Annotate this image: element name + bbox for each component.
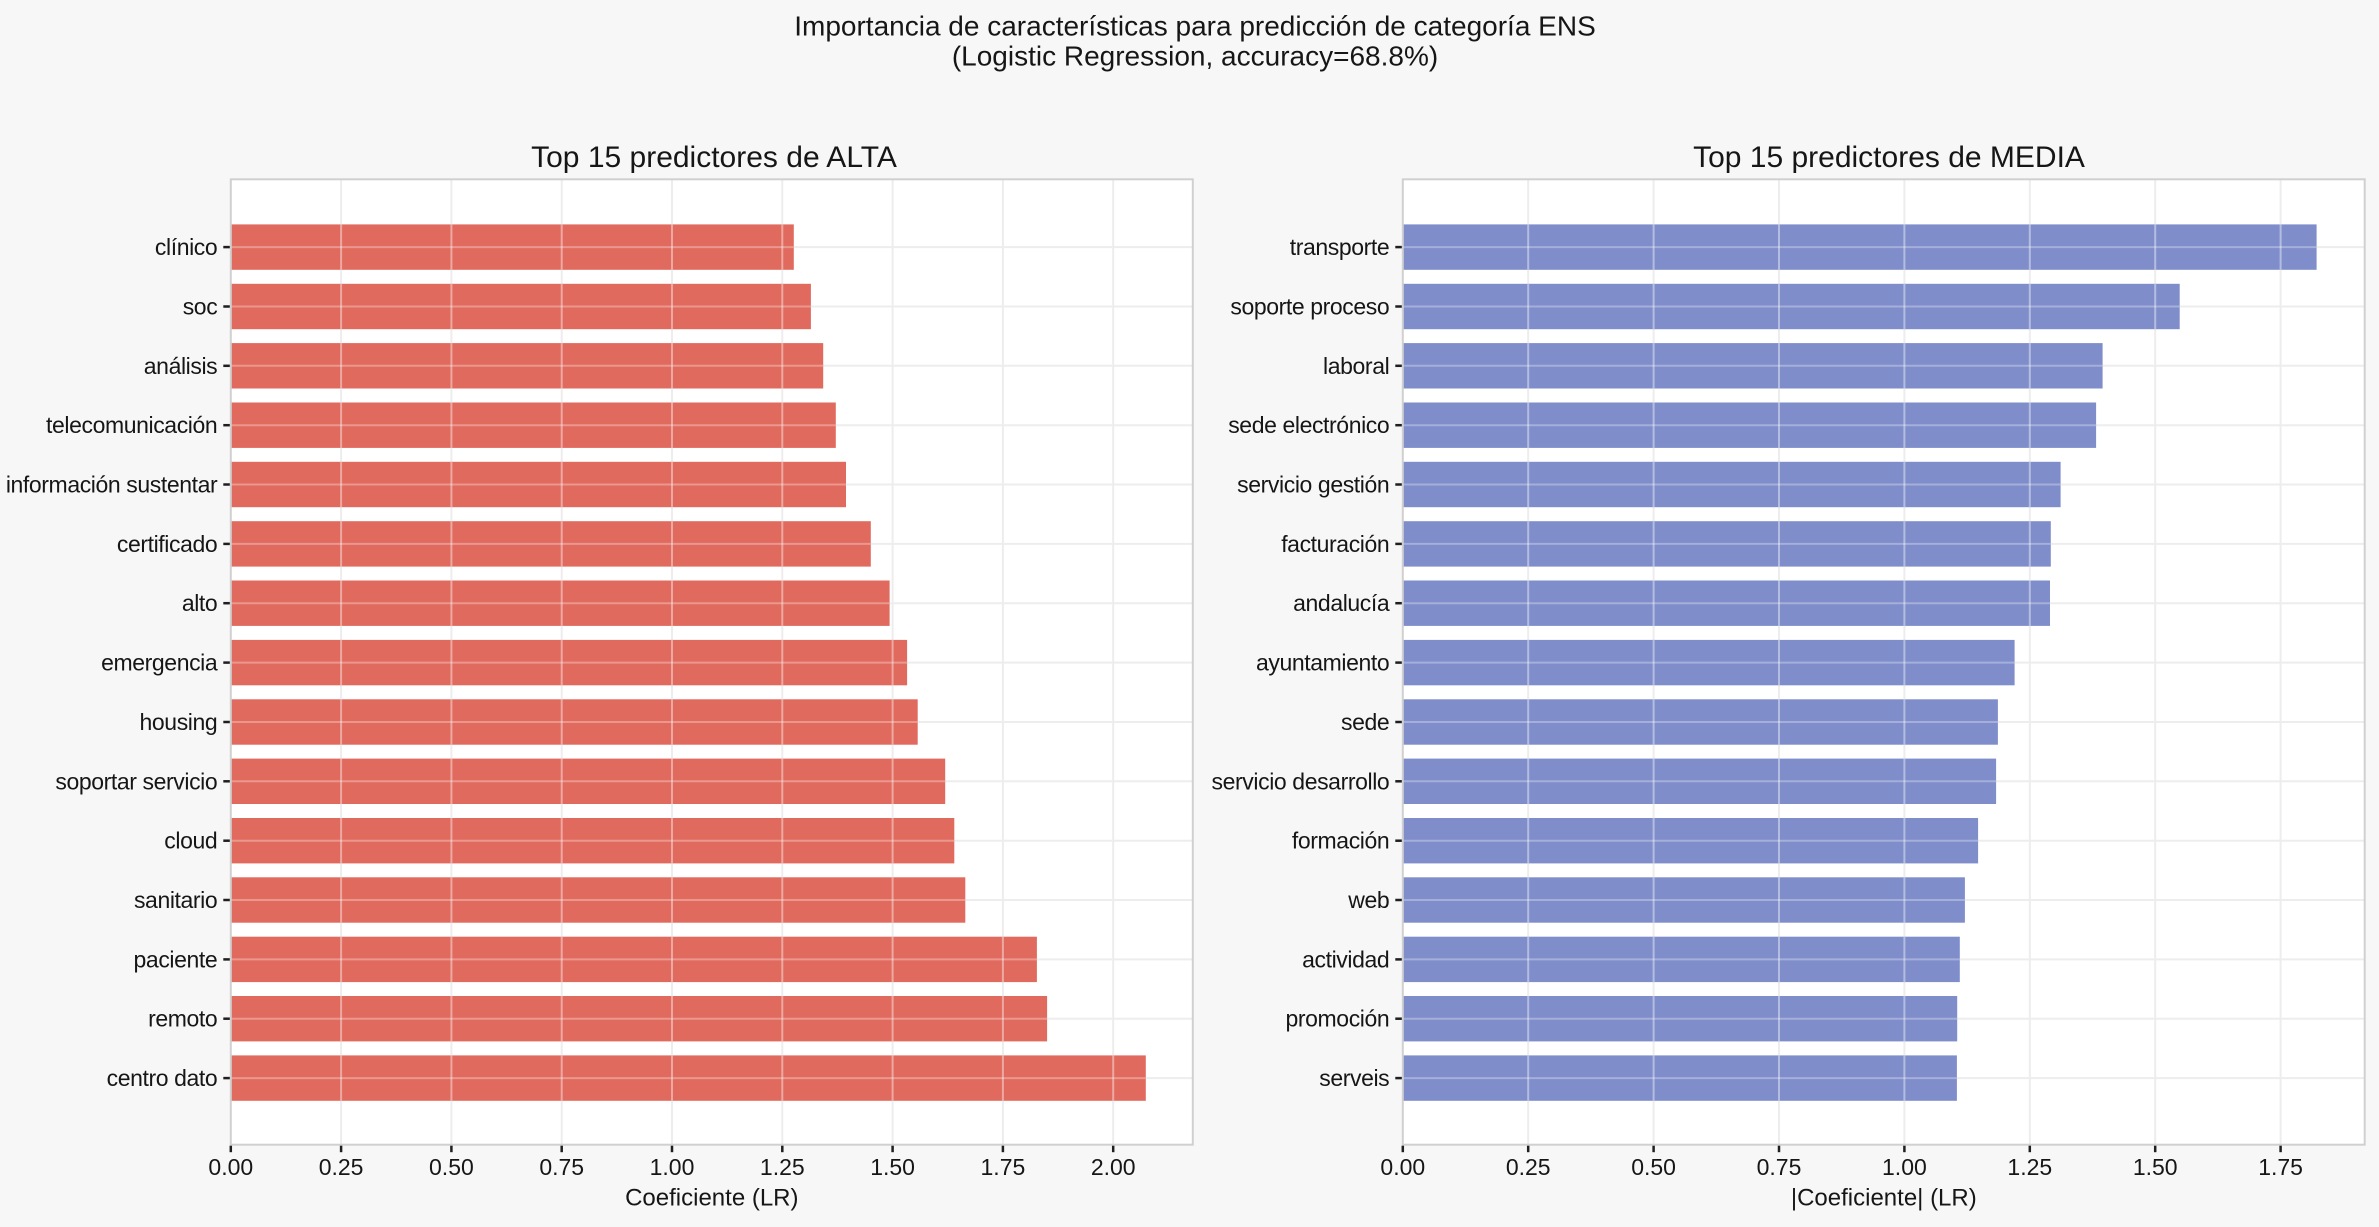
svg-text:paciente: paciente bbox=[134, 946, 218, 972]
svg-text:alto: alto bbox=[182, 590, 217, 616]
svg-text:telecomunicación: telecomunicación bbox=[46, 412, 217, 438]
svg-text:Top 15 predictores de ALTA: Top 15 predictores de ALTA bbox=[531, 141, 897, 174]
svg-text:0.75: 0.75 bbox=[539, 1154, 584, 1180]
svg-text:centro dato: centro dato bbox=[107, 1065, 218, 1091]
svg-text:laboral: laboral bbox=[1323, 353, 1389, 379]
svg-text:Top 15 predictores de MEDIA: Top 15 predictores de MEDIA bbox=[1693, 141, 2085, 174]
svg-text:1.00: 1.00 bbox=[650, 1154, 695, 1180]
svg-text:clínico: clínico bbox=[155, 234, 217, 260]
svg-text:sede: sede bbox=[1341, 709, 1389, 735]
svg-text:0.75: 0.75 bbox=[1757, 1154, 1802, 1180]
svg-text:certificado: certificado bbox=[117, 531, 217, 557]
svg-text:1.25: 1.25 bbox=[2007, 1154, 2052, 1180]
svg-text:formación: formación bbox=[1292, 828, 1389, 854]
svg-text:Importancia de características: Importancia de características para pred… bbox=[794, 10, 1596, 41]
svg-text:(Logistic Regression, accuracy: (Logistic Regression, accuracy=68.8%) bbox=[952, 40, 1438, 71]
svg-text:2.00: 2.00 bbox=[1091, 1154, 1136, 1180]
svg-text:soporte proceso: soporte proceso bbox=[1230, 294, 1389, 320]
svg-text:1.50: 1.50 bbox=[870, 1154, 915, 1180]
svg-text:0.25: 0.25 bbox=[319, 1154, 364, 1180]
svg-text:transporte: transporte bbox=[1290, 234, 1390, 260]
svg-text:0.00: 0.00 bbox=[208, 1154, 253, 1180]
svg-text:andalucía: andalucía bbox=[1293, 590, 1390, 616]
svg-text:promoción: promoción bbox=[1286, 1006, 1390, 1032]
svg-text:soportar servicio: soportar servicio bbox=[55, 768, 217, 794]
svg-text:0.50: 0.50 bbox=[1631, 1154, 1676, 1180]
svg-text:facturación: facturación bbox=[1281, 531, 1389, 557]
svg-text:información sustentar: información sustentar bbox=[6, 472, 218, 498]
svg-text:|Coeficiente| (LR): |Coeficiente| (LR) bbox=[1791, 1185, 1977, 1212]
svg-text:1.00: 1.00 bbox=[1882, 1154, 1927, 1180]
svg-text:servicio desarrollo: servicio desarrollo bbox=[1212, 768, 1390, 794]
svg-text:remoto: remoto bbox=[148, 1006, 217, 1032]
svg-text:cloud: cloud bbox=[164, 828, 217, 854]
svg-text:sanitario: sanitario bbox=[134, 887, 217, 913]
svg-text:1.50: 1.50 bbox=[2133, 1154, 2178, 1180]
svg-text:análisis: análisis bbox=[144, 353, 218, 379]
svg-text:emergencia: emergencia bbox=[101, 650, 218, 676]
svg-text:actividad: actividad bbox=[1302, 946, 1389, 972]
svg-text:serveis: serveis bbox=[1319, 1065, 1389, 1091]
svg-text:0.25: 0.25 bbox=[1506, 1154, 1551, 1180]
svg-text:housing: housing bbox=[140, 709, 218, 735]
svg-text:Coeficiente (LR): Coeficiente (LR) bbox=[625, 1185, 798, 1212]
svg-text:0.50: 0.50 bbox=[429, 1154, 474, 1180]
svg-text:web: web bbox=[1347, 887, 1389, 913]
svg-text:1.75: 1.75 bbox=[2258, 1154, 2303, 1180]
svg-text:1.25: 1.25 bbox=[760, 1154, 805, 1180]
svg-text:ayuntamiento: ayuntamiento bbox=[1256, 650, 1389, 676]
svg-text:0.00: 0.00 bbox=[1380, 1154, 1425, 1180]
svg-text:1.75: 1.75 bbox=[981, 1154, 1026, 1180]
svg-text:sede electrónico: sede electrónico bbox=[1228, 412, 1389, 438]
svg-text:soc: soc bbox=[183, 294, 218, 320]
svg-text:servicio gestión: servicio gestión bbox=[1237, 472, 1389, 498]
